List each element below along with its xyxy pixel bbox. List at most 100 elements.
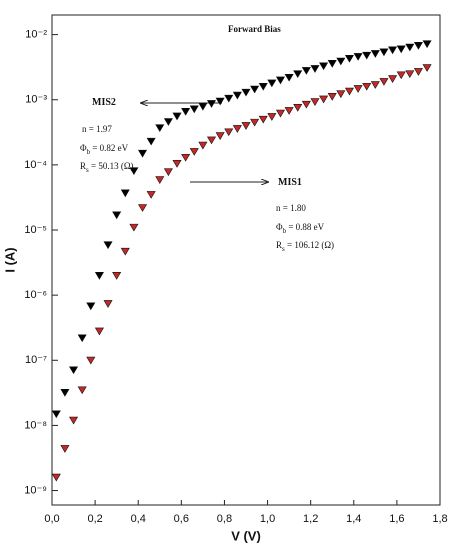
data-point: [250, 85, 260, 94]
annotation: n = 1.97: [82, 124, 112, 134]
annotation: MIS1: [278, 177, 302, 188]
annotation: Φb = 0.82 eV: [80, 143, 129, 156]
annotation-subscript: b: [87, 148, 91, 156]
annotation-text: MIS2: [92, 97, 116, 108]
data-point: [103, 241, 113, 250]
data-point: [60, 389, 70, 397]
x-tick-label: 0,8: [217, 513, 232, 525]
x-tick-label: 1,4: [346, 513, 361, 525]
annotation-text: = 0.88 eV: [286, 222, 325, 232]
x-axis-title: V (V): [231, 528, 261, 543]
annotation-text: Φ: [80, 143, 87, 153]
y-tick-label: 10⁻⁶: [24, 289, 47, 301]
data-point: [284, 107, 294, 115]
annotation-text: R: [80, 161, 86, 171]
data-point: [353, 53, 363, 61]
y-tick-label: 10⁻⁹: [24, 484, 47, 496]
data-point: [422, 64, 432, 72]
data-point: [112, 211, 122, 220]
y-tick-label: 10⁻⁷: [25, 354, 47, 366]
data-point: [413, 42, 423, 50]
data-point: [181, 153, 191, 162]
data-point: [275, 76, 286, 85]
data-point: [129, 223, 139, 232]
data-point: [327, 60, 337, 68]
data-point: [86, 302, 96, 311]
data-point: [146, 137, 156, 146]
data-point: [319, 95, 329, 104]
data-point: [353, 85, 363, 93]
data-point: [206, 100, 217, 108]
data-point: [189, 105, 199, 114]
data-point: [336, 57, 346, 66]
annotation-subscript: b: [283, 227, 287, 235]
data-point: [232, 91, 242, 100]
data-point: [293, 104, 303, 112]
data-point: [206, 136, 217, 145]
annotation-text: Forward Bias: [228, 24, 281, 34]
data-point: [224, 94, 234, 103]
data-point: [146, 191, 156, 199]
annotation-text: n = 1.80: [276, 203, 306, 213]
data-point: [181, 107, 191, 116]
data-point: [172, 112, 182, 121]
x-tick-label: 1,0: [260, 513, 275, 525]
annotation-text: n = 1.97: [82, 124, 112, 134]
annotation-subscript: s: [282, 245, 285, 253]
data-point: [155, 124, 165, 133]
annotation-text: = 106.12 (Ω): [285, 240, 334, 250]
data-point: [51, 473, 61, 482]
data-point: [77, 334, 87, 343]
data-point: [94, 272, 104, 280]
data-point: [396, 45, 406, 54]
annotation-text: R: [276, 240, 282, 250]
annotation-text: = 0.82 eV: [90, 143, 129, 153]
data-point: [138, 149, 148, 158]
data-point: [163, 118, 173, 126]
data-point: [275, 109, 286, 118]
y-tick-label: 10⁻³: [25, 94, 47, 106]
data-point: [155, 176, 165, 184]
data-point: [370, 50, 380, 58]
annotation-text: = 50.13 (Ω): [89, 161, 134, 171]
data-point: [258, 82, 268, 91]
y-tick-label: 10⁻²: [25, 29, 47, 41]
data-point: [301, 67, 311, 75]
x-tick-label: 0,6: [174, 513, 189, 525]
data-point: [129, 167, 139, 176]
data-point: [103, 300, 113, 308]
data-point: [284, 73, 294, 82]
data-point: [405, 70, 415, 79]
annotation-text: MIS1: [278, 177, 302, 188]
data-point: [422, 40, 432, 49]
data-point: [51, 410, 61, 419]
annotation: n = 1.80: [276, 203, 306, 213]
annotation: Φb = 0.88 eV: [276, 222, 325, 235]
data-point: [138, 204, 148, 212]
data-point: [344, 87, 354, 96]
data-point: [250, 118, 260, 127]
y-tick-label: 10⁻⁵: [24, 224, 47, 236]
data-point: [362, 82, 372, 91]
data-point: [388, 46, 398, 55]
data-point: [344, 54, 354, 63]
data-point: [224, 128, 234, 137]
data-point: [215, 132, 225, 140]
data-point: [319, 62, 329, 71]
data-point: [94, 327, 104, 336]
data-point: [327, 93, 337, 101]
x-tick-label: 1,2: [303, 513, 318, 525]
data-point: [172, 159, 182, 168]
data-point: [258, 115, 268, 124]
data-point: [379, 78, 389, 86]
y-tick-label: 10⁻⁴: [24, 159, 47, 171]
data-point: [241, 122, 251, 130]
data-point: [336, 90, 346, 99]
data-point: [396, 71, 406, 80]
data-point: [189, 148, 199, 156]
plot-frame: [51, 14, 441, 506]
y-axis-title: I (A): [2, 247, 17, 272]
data-point: [405, 43, 415, 52]
data-point: [232, 125, 242, 133]
